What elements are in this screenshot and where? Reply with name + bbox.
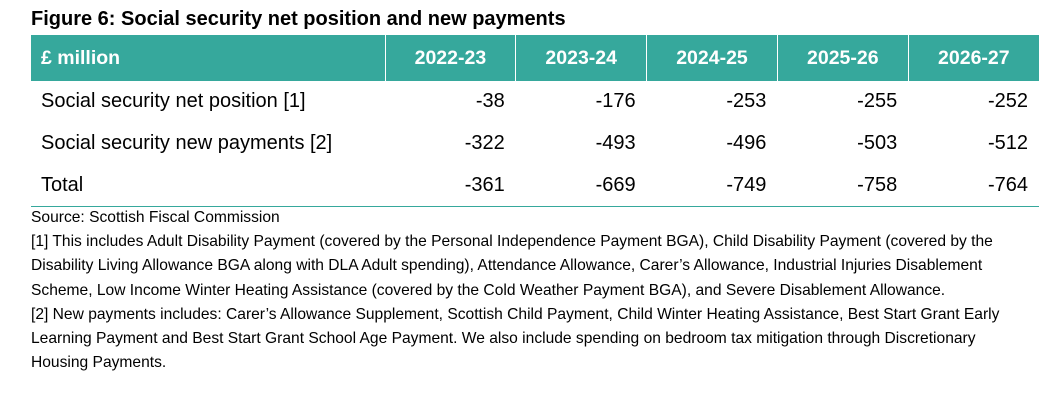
table-cell: -253 <box>726 90 767 113</box>
table-cell: -503 <box>857 132 898 155</box>
row-label: Total <box>31 164 385 208</box>
table-row-total: Total -361 -669 -749 -758 -764 <box>31 164 1039 208</box>
table-cell: -493 <box>595 132 636 155</box>
row-label: Social security new payments [2] <box>41 132 333 155</box>
table-cell: -322 <box>464 132 505 155</box>
row-label: Social security net position [1] <box>41 90 306 113</box>
table-cell: -38 <box>475 90 505 113</box>
column-header: 2023-24 <box>515 35 648 81</box>
table-row: Social security net position [1] -38 -17… <box>31 81 1039 123</box>
data-table: £ million 2022-23 2023-24 2024-25 2025-2… <box>31 35 1039 208</box>
table-row: Social security new payments [2] -322 -4… <box>31 123 1039 165</box>
table-cell: -252 <box>987 90 1028 113</box>
column-header: 2024-25 <box>646 35 778 81</box>
figure-title: Figure 6: Social security net position a… <box>31 8 566 30</box>
column-header: 2022-23 <box>385 35 517 81</box>
table-cell: -512 <box>987 132 1028 155</box>
table-notes: Source: Scottish Fiscal Commission [1] T… <box>31 206 1031 375</box>
footnote-1: [1] This includes Adult Disability Payme… <box>31 233 993 299</box>
column-header: 2025-26 <box>777 35 909 81</box>
table-cell: -176 <box>595 90 636 113</box>
table-cell: -749 <box>646 164 778 208</box>
footnote-2: [2] New payments includes: Carer’s Allow… <box>31 305 1000 372</box>
table-cell: -361 <box>385 164 516 208</box>
table-header-row: £ million 2022-23 2023-24 2024-25 2025-2… <box>31 35 1039 81</box>
table-cell: -758 <box>777 164 909 208</box>
table-cell: -255 <box>857 90 898 113</box>
column-header: 2026-27 <box>908 35 1039 81</box>
table-cell: -669 <box>515 164 647 208</box>
table-cell: -764 <box>908 164 1039 208</box>
unit-header: £ million <box>31 35 386 81</box>
table-cell: -496 <box>726 132 767 155</box>
source-note: Source: Scottish Fiscal Commission <box>31 209 280 226</box>
